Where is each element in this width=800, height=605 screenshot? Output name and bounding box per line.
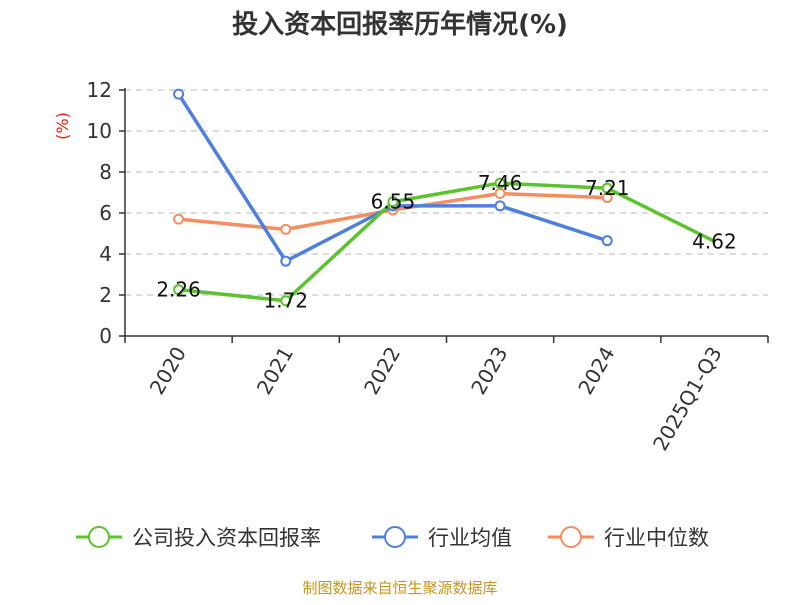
source-note: 制图数据来自恒生聚源数据库 [302,579,497,597]
y-tick-label: 2 [99,283,112,307]
legend-item-3: 行业中位数 [548,526,709,550]
grid-lines [125,89,768,296]
y-tick-label: 12 [87,78,112,102]
data-point [280,255,292,267]
y-axis-label: (%) [53,112,72,140]
chart-title: 投入资本回报率历年情况(%) [232,9,568,40]
x-tick-label: 2023 [466,343,512,399]
series-1 [173,177,716,307]
data-point [494,200,506,212]
legend-marker [88,526,110,548]
series-lines [173,88,716,307]
data-point [601,235,613,247]
data-point [601,182,613,194]
y-tick-label: 8 [99,160,112,184]
legend-marker [560,526,582,548]
x-tick-label: 2024 [573,343,619,399]
y-tick-label: 0 [99,324,112,348]
data-label: 7.46 [478,171,523,195]
data-point [173,284,185,296]
series-line [177,93,608,263]
x-tick-label: 2025Q1-Q3 [648,343,727,455]
y-tick-label: 10 [87,119,112,143]
data-point [494,177,506,189]
data-point [494,188,506,200]
series-2 [173,88,613,267]
legend-label: 公司投入资本回报率 [132,526,321,550]
data-point [280,295,292,307]
legend-label: 行业中位数 [604,526,709,550]
data-label: 7.21 [585,176,630,200]
data-point [173,213,185,225]
x-tick-label: 2022 [359,343,405,399]
legend-marker [384,526,406,548]
legend-item-1: 公司投入资本回报率 [76,526,321,550]
data-label: 4.62 [692,229,737,253]
data-label: 2.26 [156,278,201,302]
data-point [173,88,185,100]
y-tick-label: 6 [99,201,112,225]
legend: 公司投入资本回报率 行业均值 行业中位数 [76,526,709,550]
legend-label: 行业均值 [428,526,512,550]
series-line [178,181,716,303]
y-tick-label: 4 [99,242,112,266]
data-point [280,223,292,235]
data-point [387,196,399,208]
x-tick-label: 2020 [145,343,191,399]
legend-item-2: 行业均值 [372,526,512,550]
x-tick-label: 2021 [252,343,298,399]
data-label: 1.72 [263,289,308,313]
axes: 0 2 4 6 8 10 12 2020 2021 2022 2023 2024 2025Q1-Q3 [87,78,769,455]
data-label: 6.55 [371,190,416,214]
data-labels: 2.26 1.72 6.55 7.46 7.21 4.62 [156,171,736,313]
